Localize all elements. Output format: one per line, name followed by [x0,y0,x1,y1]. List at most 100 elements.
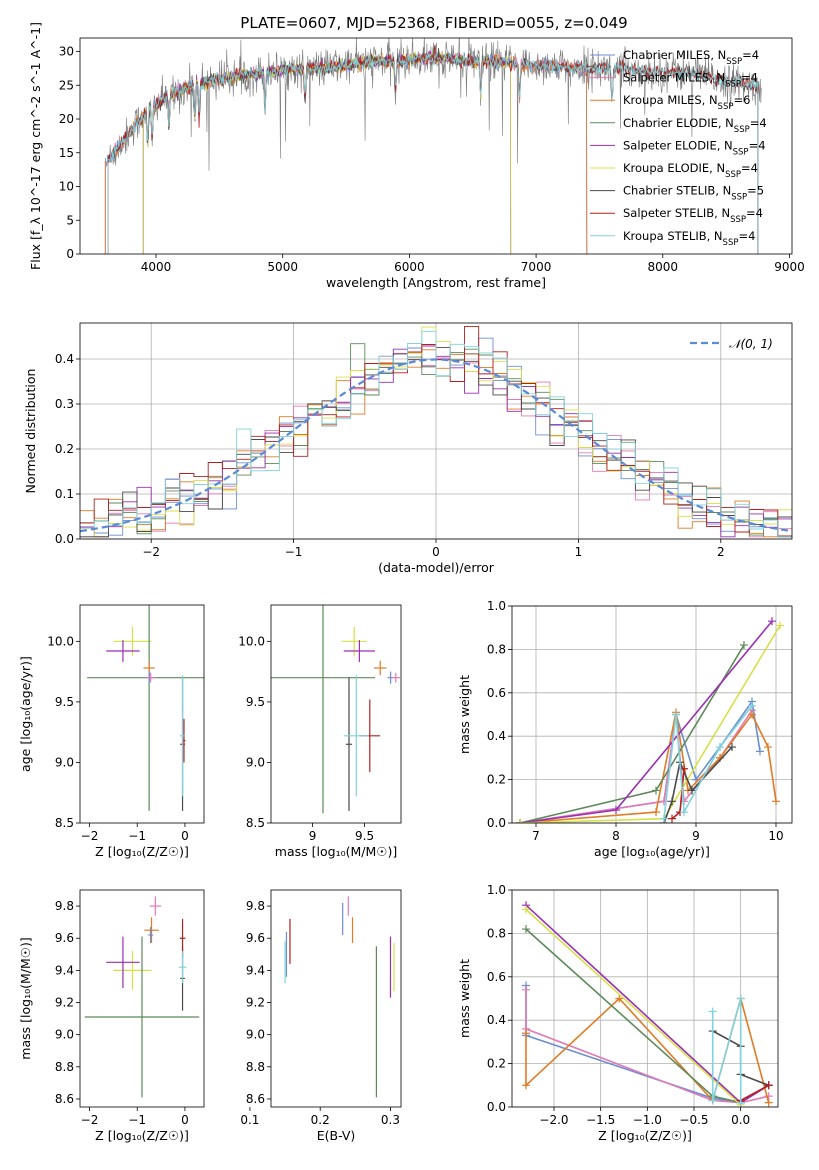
y-axis-label: Normed distribution [23,369,38,494]
legend-count: =4 [738,229,755,243]
y-tick-label: 0.6 [487,970,506,984]
weight-marker-chabrier_stelib [668,797,676,806]
x-tick-label: −2 [81,829,99,843]
weight-marker-kroupa_stelib [680,808,688,817]
weight-marker-salpeter_stelib [668,814,676,823]
spectrum-panel: 4000 5000 6000 7000 8000 9000 0 5 10 15 20 25 30 wave… [28,22,805,290]
y-tick-label: 9.4 [55,963,74,977]
y-tick-label: 1.0 [487,883,506,897]
y-tick-label: 0.2 [487,1057,506,1071]
weight-marker-kroupa_miles [615,994,624,1003]
legend-count: =4 [749,138,766,152]
y-tick-label: 0.0 [55,532,74,546]
y-tick-label: 0.6 [487,686,506,700]
x-axis-label: wavelength [Angstrom, rest frame] [326,275,546,290]
y-tick-label: 10.0 [47,634,74,648]
y-tick-label: 25 [59,78,74,92]
weight-marker-salpeter_elodie [768,617,776,626]
x-tick-label: −1.5 [586,1113,615,1127]
y-tick-label: 9.2 [55,996,74,1010]
plot-area [522,901,773,1107]
mass-vs-age-panel: 9 9.5 8.5 9.0 9.5 10.0 mass [log₁₀(M/M☉)] [238,604,402,859]
weight-line-chabrier_elodie [525,928,741,1104]
y-axis-label: age [log₁₀(age/yr)] [18,656,33,772]
x-axis-label: age [log₁₀(age/yr)] [594,844,710,859]
y-tick-label: 0.4 [55,352,74,366]
x-tick-label: 10 [768,829,783,843]
y-tick-label: 9.0 [55,1028,74,1042]
y-tick-label: 0.2 [487,773,506,787]
weight-marker-salpeter_stelib [764,1081,773,1090]
legend-label-chabrier_elodie: Chabrier ELODIE, NSSP=4 [623,116,767,135]
x-tick-label: −1 [285,545,303,559]
weight-marker-salpeter_miles [522,985,530,994]
x-tick-label: 5000 [267,260,298,274]
legend-label-normal: 𝒩(0, 1) [729,337,773,351]
y-tick-label: 8.8 [246,1060,265,1074]
y-tick-label: 9.6 [246,931,265,945]
x-tick-label: −2 [81,1113,99,1127]
legend-label-salpeter_stelib: Salpeter STELIB, NSSP=4 [623,206,763,225]
legend-label-salpeter_elodie: Salpeter ELODIE, NSSP=4 [623,138,766,157]
y-tick-label: 0.8 [487,926,506,940]
x-tick-label: −1 [128,1113,146,1127]
y-tick-label: 8.6 [246,1092,265,1106]
legend-subscript: SSP [718,102,734,112]
y-tick-label: 0.8 [487,642,506,656]
weight-marker-chabrier_miles [756,747,764,756]
y-axis-label: mass weight [457,675,472,754]
weight-marker-kroupa_stelib [736,994,745,1003]
weight-line-salpeter_stelib [740,1084,770,1102]
y-tick-label: 9.4 [246,963,265,977]
weight-marker-kroupa_elodie [516,819,524,823]
weight-marker-chabrier_stelib [728,743,736,752]
weight-marker-kroupa_stelib [660,814,668,823]
model-spectrum-chabrier_miles [104,51,588,254]
y-axis-label: Flux [f_λ 10^-17 erg cm^-2 s^-1 A^-1] [28,22,43,270]
x-tick-label: 6000 [394,260,425,274]
weight-marker-kroupa_miles [764,1098,773,1107]
y-tick-label: 0.3 [55,397,74,411]
weight-marker-chabrier_elodie [522,925,530,934]
y-tick-label: 9.5 [246,695,265,709]
y-tick-label: 0.0 [487,1100,506,1114]
x-tick-label: 9000 [774,260,805,274]
normal-curve [80,358,792,533]
axes-frame [79,889,205,1108]
legend-label-chabrier_miles: Chabrier MILES, NSSP=4 [623,48,759,67]
weight-marker-salpeter_stelib [680,764,688,773]
legend-count: =4 [741,161,758,175]
model-spectrum-kroupa_stelib [107,52,759,254]
y-tick-label: 0.1 [55,487,74,501]
y-tick-label: 10 [59,180,74,194]
weight-marker-kroupa_stelib [748,701,756,710]
x-tick-label: 0 [432,545,440,559]
legend-subscript: SSP [725,80,741,90]
weight-line-salpeter_miles [519,709,753,823]
weight-marker-kroupa_stelib [736,1098,745,1107]
x-axis-label: (data-model)/error [378,560,495,575]
x-tick-label: 0.1 [240,1113,259,1127]
age-weight-panel: 7 8 9 10 0.0 0.2 0.4 0.6 0.8 1.0 age [log₁₀(age/yr… [457,599,793,859]
weight-marker-chabrier_elodie [740,641,748,650]
legend-label-chabrier_stelib: Chabrier STELIB, NSSP=5 [623,184,764,203]
weight-marker-kroupa_miles [748,710,756,719]
plot-area [84,896,200,1098]
weight-marker-kroupa_miles [764,743,772,752]
weight-marker-kroupa_miles [522,1029,530,1038]
axes-frame [511,605,793,824]
x-tick-label: 9 [692,829,700,843]
y-tick-label: 9.6 [55,931,74,945]
x-axis-label: Z [log₁₀(Z/Z☉)] [95,1128,189,1143]
z-vs-mass-panel: −2 −1 0 8.6 8.8 9.0 9.2 9.4 9.6 9.8 Z [log₁₀(Z/Z☉)… [18,889,205,1143]
y-tick-label: 15 [59,146,74,160]
x-tick-label: 1 [575,545,583,559]
y-tick-label: 9.2 [246,996,265,1010]
x-tick-label: 0.2 [311,1113,330,1127]
weight-marker-kroupa_miles [772,797,780,806]
legend-count: =4 [746,206,763,220]
plot-area [87,605,204,811]
legend-label-kroupa_elodie: Kroupa ELODIE, NSSP=4 [623,161,758,180]
y-tick-label: 9.0 [55,755,74,769]
y-tick-label: 9.8 [246,899,265,913]
